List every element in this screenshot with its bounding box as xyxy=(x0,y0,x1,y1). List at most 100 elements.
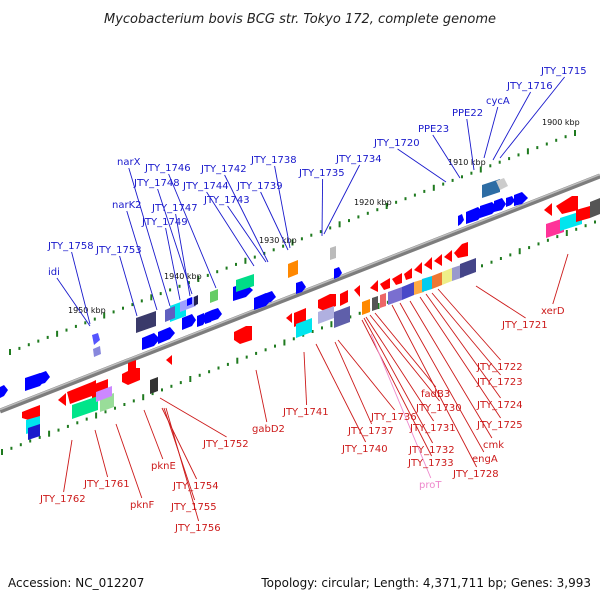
reverse-gene[interactable] xyxy=(380,278,390,290)
reverse-gene[interactable] xyxy=(444,250,452,262)
gene-label-jty_1748[interactable]: JTY_1748 xyxy=(133,178,180,189)
gene-label-jty_1737[interactable]: JTY_1737 xyxy=(347,426,394,437)
reverse-gene[interactable] xyxy=(362,299,370,315)
gene-label-ppe22[interactable]: PPE22 xyxy=(452,108,483,119)
gene-label-cmk[interactable]: cmk xyxy=(483,440,504,451)
gene-label-jty_1742[interactable]: JTY_1742 xyxy=(200,164,247,175)
reverse-gene[interactable] xyxy=(590,198,600,218)
gene-label-ppe23[interactable]: PPE23 xyxy=(418,124,449,135)
gene-label-jty_1754[interactable]: JTY_1754 xyxy=(172,481,219,492)
gene-label-jty_1735[interactable]: JTY_1735 xyxy=(298,168,345,179)
gene-label-enga[interactable]: engA xyxy=(472,454,498,465)
reverse-gene[interactable] xyxy=(380,293,386,308)
forward-gene[interactable] xyxy=(458,214,464,226)
reverse-gene[interactable] xyxy=(546,218,564,238)
gene-label-jty_1730[interactable]: JTY_1730 xyxy=(415,403,462,414)
reverse-gene[interactable] xyxy=(544,203,552,216)
gene-label-jty_1743[interactable]: JTY_1743 xyxy=(203,195,250,206)
reverse-gene[interactable] xyxy=(286,313,292,323)
forward-gene[interactable] xyxy=(264,291,276,304)
gene-label-pknf[interactable]: pknF xyxy=(130,500,154,511)
gene-label-jty_1744[interactable]: JTY_1744 xyxy=(182,181,229,192)
reverse-gene[interactable] xyxy=(128,360,136,373)
gene-label-jty_1761[interactable]: JTY_1761 xyxy=(83,479,130,490)
reverse-gene[interactable] xyxy=(150,377,158,394)
gene-label-jty_1756[interactable]: JTY_1756 xyxy=(174,523,221,534)
gene-label-jty_1752[interactable]: JTY_1752 xyxy=(202,439,249,450)
reverse-gene[interactable] xyxy=(454,242,468,258)
gene-label-jty_1758[interactable]: JTY_1758 xyxy=(47,241,94,252)
gene-label-jty_1736[interactable]: JTY_1736 xyxy=(370,412,417,423)
forward-gene[interactable] xyxy=(92,333,100,345)
gene-label-jty_1746[interactable]: JTY_1746 xyxy=(144,163,191,174)
gene-label-jty_1724[interactable]: JTY_1724 xyxy=(476,400,523,411)
forward-gene[interactable] xyxy=(506,196,515,207)
reverse-gene[interactable] xyxy=(372,296,378,311)
gene-label-jty_1762[interactable]: JTY_1762 xyxy=(39,494,86,505)
gene-label-jty_1753[interactable]: JTY_1753 xyxy=(95,245,142,256)
reverse-gene[interactable] xyxy=(296,318,312,338)
reverse-gene[interactable] xyxy=(96,386,112,402)
gene-label-jty_1734[interactable]: JTY_1734 xyxy=(335,154,382,165)
reverse-gene[interactable] xyxy=(354,285,360,297)
reverse-gene[interactable] xyxy=(28,424,40,440)
gene-label-xerd[interactable]: xerD xyxy=(541,306,565,317)
reverse-gene[interactable] xyxy=(334,306,350,328)
gene-label-nark2[interactable]: narK2 xyxy=(112,200,142,211)
gene-label-jty_1739[interactable]: JTY_1739 xyxy=(236,181,283,192)
reverse-gene[interactable] xyxy=(340,290,348,306)
gene-label-jty_1731[interactable]: JTY_1731 xyxy=(409,423,456,434)
reverse-gene[interactable] xyxy=(556,196,578,214)
reverse-gene[interactable] xyxy=(414,279,424,295)
gene-label-cyca[interactable]: cycA xyxy=(486,96,510,107)
forward-gene[interactable] xyxy=(158,327,175,344)
forward-gene[interactable] xyxy=(194,295,198,306)
gene-label-jty_1732[interactable]: JTY_1732 xyxy=(408,445,455,456)
forward-gene[interactable] xyxy=(210,289,218,303)
forward-gene[interactable] xyxy=(136,311,156,333)
reverse-gene[interactable] xyxy=(318,306,334,324)
forward-gene[interactable] xyxy=(514,192,528,206)
reverse-gene[interactable] xyxy=(460,258,476,278)
gene-label-jty_1722[interactable]: JTY_1722 xyxy=(476,362,523,373)
forward-gene[interactable] xyxy=(296,281,306,294)
gene-label-jty_1755[interactable]: JTY_1755 xyxy=(170,502,217,513)
reverse-gene[interactable] xyxy=(234,326,252,344)
forward-gene[interactable] xyxy=(482,179,500,198)
forward-gene[interactable] xyxy=(142,333,160,350)
forward-gene[interactable] xyxy=(182,314,196,330)
reverse-gene[interactable] xyxy=(370,280,378,292)
forward-gene[interactable] xyxy=(165,306,175,322)
gene-label-idi[interactable]: idi xyxy=(48,267,60,278)
reverse-gene[interactable] xyxy=(442,268,452,285)
reverse-gene[interactable] xyxy=(318,294,336,311)
reverse-gene[interactable] xyxy=(576,206,590,222)
reverse-gene[interactable] xyxy=(22,405,40,421)
gene-label-jty_1749[interactable]: JTY_1749 xyxy=(141,217,188,228)
gene-label-gabd2[interactable]: gabD2 xyxy=(252,424,285,435)
reverse-gene[interactable] xyxy=(388,287,402,305)
forward-gene[interactable] xyxy=(0,385,8,398)
reverse-gene[interactable] xyxy=(72,396,98,419)
gene-label-jty_1733[interactable]: JTY_1733 xyxy=(407,458,454,469)
forward-gene[interactable] xyxy=(236,274,254,292)
reverse-gene[interactable] xyxy=(166,355,172,365)
reverse-gene[interactable] xyxy=(424,257,432,270)
forward-gene[interactable] xyxy=(187,297,192,306)
gene-label-jty_1721[interactable]: JTY_1721 xyxy=(501,320,548,331)
reverse-gene[interactable] xyxy=(432,272,442,289)
gene-label-pkne[interactable]: pknE xyxy=(151,461,176,472)
reverse-gene[interactable] xyxy=(434,254,442,266)
gene-label-jty_1728[interactable]: JTY_1728 xyxy=(452,469,499,480)
forward-gene[interactable] xyxy=(197,313,207,327)
reverse-gene[interactable] xyxy=(58,393,66,406)
forward-gene[interactable] xyxy=(496,178,508,190)
forward-gene[interactable] xyxy=(212,308,222,321)
forward-gene[interactable] xyxy=(494,198,506,212)
gene-label-jty_1725[interactable]: JTY_1725 xyxy=(476,420,523,431)
reverse-gene[interactable] xyxy=(402,282,414,300)
gene-label-fadb3[interactable]: fadB3 xyxy=(421,389,450,400)
reverse-gene[interactable] xyxy=(392,273,402,285)
forward-gene[interactable] xyxy=(480,202,498,218)
gene-label-jty_1740[interactable]: JTY_1740 xyxy=(341,444,388,455)
